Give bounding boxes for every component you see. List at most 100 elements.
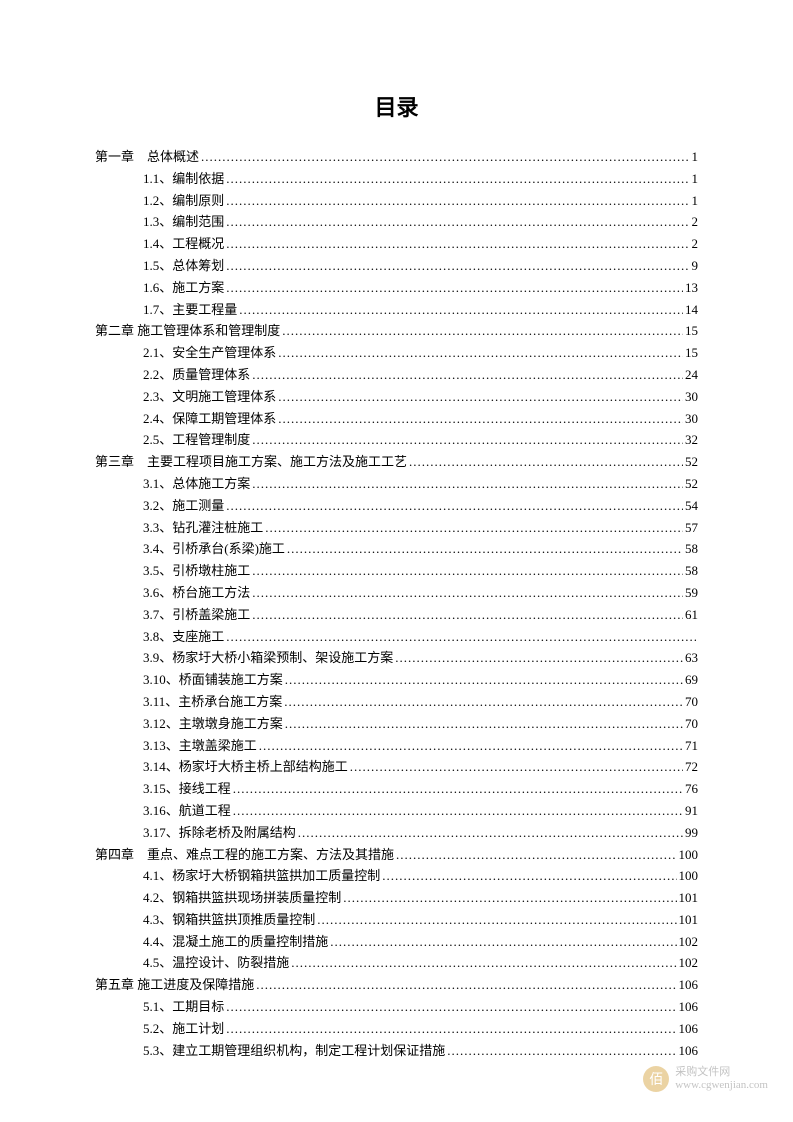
toc-page-number: 1 (692, 147, 699, 168)
toc-leader-dots (226, 627, 696, 648)
toc-label: 3.2、施工测量 (143, 496, 224, 517)
toc-entry: 3.13、主墩盖梁施工 71 (95, 736, 698, 757)
toc-label: 3.3、钻孔灌注桩施工 (143, 518, 263, 539)
toc-page-number: 76 (685, 779, 698, 800)
toc-leader-dots (409, 452, 683, 473)
toc-entry: 1.1、编制依据1 (95, 169, 698, 190)
toc-page-number: 100 (679, 845, 699, 866)
toc-entry: 第四章 重点、难点工程的施工方案、方法及其措施 100 (95, 845, 698, 866)
toc-label: 5.3、建立工期管理组织机构，制定工程计划保证措施 (143, 1041, 445, 1062)
table-of-contents: 第一章 总体概述11.1、编制依据11.2、编制原则11.3、编制范围21.4、… (95, 147, 698, 1061)
toc-label: 1.4、工程概况 (143, 234, 224, 255)
toc-entry: 第一章 总体概述 1 (95, 147, 698, 168)
toc-entry: 3.16、航道工程91 (95, 801, 698, 822)
toc-page-number: 32 (685, 430, 698, 451)
toc-leader-dots (278, 409, 683, 430)
toc-page-number: 30 (685, 409, 698, 430)
toc-page-number: 52 (685, 452, 698, 473)
toc-label: 1.7、主要工程量 (143, 300, 237, 321)
toc-label: 第三章 主要工程项目施工方案、施工方法及施工工艺 (95, 452, 407, 473)
toc-entry: 4.4、混凝土施工的质量控制措施102 (95, 932, 698, 953)
toc-leader-dots (350, 757, 683, 778)
toc-label: 2.4、保障工期管理体系 (143, 409, 276, 430)
toc-entry: 5.3、建立工期管理组织机构，制定工程计划保证措施 106 (95, 1041, 698, 1062)
toc-label: 3.13、主墩盖梁施工 (143, 736, 257, 757)
toc-entry: 3.9、杨家圩大桥小箱梁预制、架设施工方案63 (95, 648, 698, 669)
toc-label: 4.5、温控设计、防裂措施 (143, 953, 289, 974)
toc-entry: 3.4、引桥承台(系梁)施工58 (95, 539, 698, 560)
toc-entry: 2.3、文明施工管理体系30 (95, 387, 698, 408)
toc-entry: 1.2、编制原则1 (95, 191, 698, 212)
toc-page-number: 100 (679, 866, 699, 887)
toc-leader-dots (291, 953, 676, 974)
toc-page-number: 15 (685, 343, 698, 364)
toc-label: 3.1、总体施工方案 (143, 474, 250, 495)
toc-leader-dots (285, 714, 683, 735)
toc-leader-dots (252, 605, 683, 626)
toc-page-number: 15 (685, 321, 698, 342)
toc-entry: 2.2、质量管理体系 24 (95, 365, 698, 386)
toc-entry: 4.5、温控设计、防裂措施102 (95, 953, 698, 974)
toc-label: 2.3、文明施工管理体系 (143, 387, 276, 408)
toc-entry: 第五章 施工进度及保障措施 106 (95, 975, 698, 996)
toc-leader-dots (226, 1019, 676, 1040)
toc-leader-dots (226, 496, 683, 517)
toc-label: 1.5、总体筹划 (143, 256, 224, 277)
toc-leader-dots (285, 670, 683, 691)
toc-leader-dots (226, 212, 689, 233)
toc-leader-dots (382, 866, 676, 887)
toc-leader-dots (252, 365, 683, 386)
toc-entry: 1.6、施工方案13 (95, 278, 698, 299)
toc-leader-dots (278, 343, 683, 364)
toc-leader-dots (278, 387, 683, 408)
watermark-logo: 佰 (643, 1066, 669, 1092)
toc-entry: 3.1、总体施工方案52 (95, 474, 698, 495)
toc-leader-dots (259, 736, 683, 757)
toc-label: 3.5、引桥墩柱施工 (143, 561, 250, 582)
toc-label: 3.8、支座施工 (143, 627, 224, 648)
toc-page-number: 71 (685, 736, 698, 757)
toc-page-number: 2 (692, 234, 699, 255)
toc-entry: 3.11、主桥承台施工方案70 (95, 692, 698, 713)
toc-entry: 3.2、施工测量 54 (95, 496, 698, 517)
toc-label: 4.1、杨家圩大桥钢箱拱篮拱加工质量控制 (143, 866, 380, 887)
toc-label: 3.10、桥面铺装施工方案 (143, 670, 283, 691)
toc-label: 3.11、主桥承台施工方案 (143, 692, 282, 713)
toc-leader-dots (396, 845, 676, 866)
toc-label: 2.5、工程管理制度 (143, 430, 250, 451)
toc-label: 3.9、杨家圩大桥小箱梁预制、架设施工方案 (143, 648, 393, 669)
toc-label: 3.16、航道工程 (143, 801, 231, 822)
toc-entry: 3.3、钻孔灌注桩施工57 (95, 518, 698, 539)
toc-leader-dots (395, 648, 683, 669)
toc-label: 第二章 施工管理体系和管理制度 (95, 321, 280, 342)
toc-entry: 2.5、工程管理制度 32 (95, 430, 698, 451)
toc-entry: 3.14、杨家圩大桥主桥上部结构施工72 (95, 757, 698, 778)
toc-entry: 3.15、接线工程76 (95, 779, 698, 800)
toc-page-number: 2 (692, 212, 699, 233)
toc-leader-dots (226, 169, 689, 190)
toc-page-number: 101 (679, 888, 699, 909)
toc-leader-dots (233, 801, 683, 822)
toc-entry: 1.5、总体筹划9 (95, 256, 698, 277)
toc-label: 第四章 重点、难点工程的施工方案、方法及其措施 (95, 845, 394, 866)
toc-entry: 3.8、支座施工 (95, 627, 698, 648)
toc-leader-dots (252, 561, 683, 582)
toc-page-number: 106 (679, 975, 699, 996)
toc-page-number: 14 (685, 300, 698, 321)
toc-entry: 4.2、钢箱拱篮拱现场拼装质量控制 101 (95, 888, 698, 909)
toc-label: 3.4、引桥承台(系梁)施工 (143, 539, 285, 560)
toc-label: 2.2、质量管理体系 (143, 365, 250, 386)
toc-label: 第一章 总体概述 (95, 147, 199, 168)
toc-page-number: 54 (685, 496, 698, 517)
toc-leader-dots (317, 910, 676, 931)
toc-entry: 第二章 施工管理体系和管理制度 15 (95, 321, 698, 342)
toc-entry: 3.17、拆除老桥及附属结构99 (95, 823, 698, 844)
toc-page-number: 13 (685, 278, 698, 299)
toc-page-number: 106 (679, 1041, 699, 1062)
toc-leader-dots (252, 583, 683, 604)
toc-label: 4.2、钢箱拱篮拱现场拼装质量控制 (143, 888, 341, 909)
toc-page-number: 24 (685, 365, 698, 386)
toc-leader-dots (226, 256, 689, 277)
toc-label: 第五章 施工进度及保障措施 (95, 975, 254, 996)
watermark-text: 采购文件网 www.cgwenjian.com (675, 1066, 768, 1092)
